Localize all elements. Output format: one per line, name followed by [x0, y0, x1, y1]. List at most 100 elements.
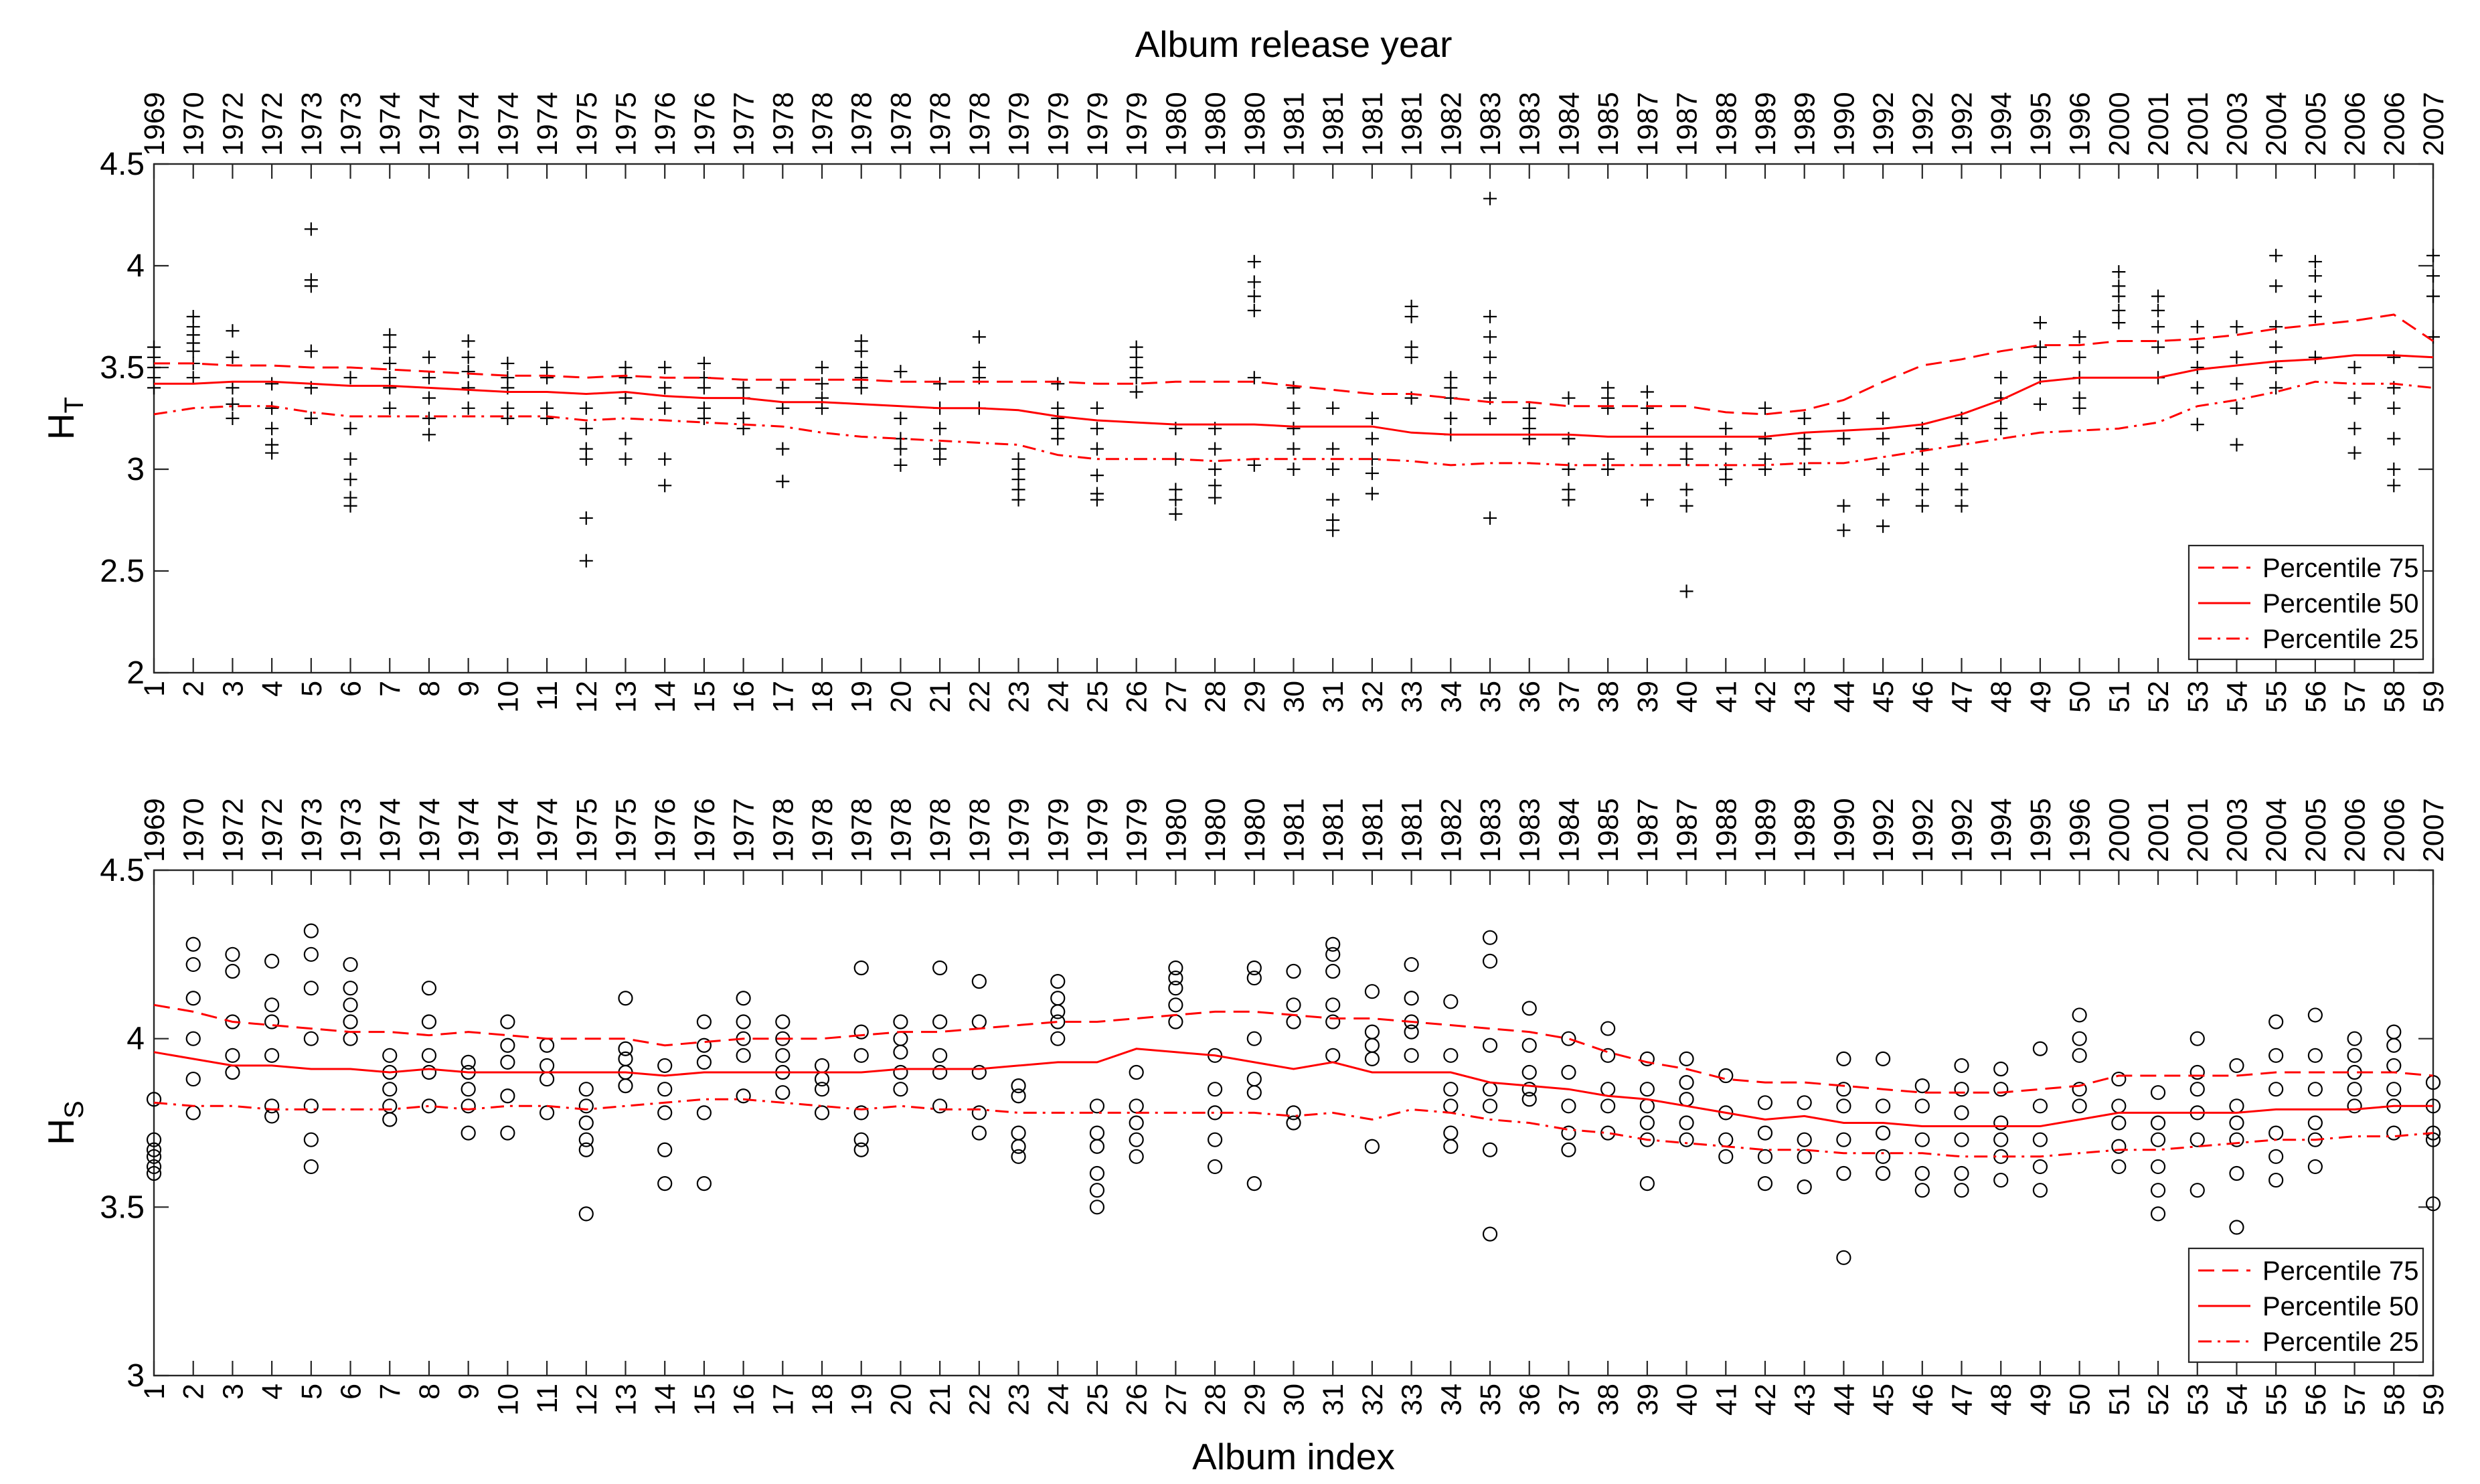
panel-bottom-plot-frame	[153, 869, 2434, 1377]
panel-bottom-circle-marker	[1364, 1024, 1380, 1040]
panel-bottom-circle-marker	[382, 1082, 398, 1097]
panel-bottom-circle-marker	[1954, 1058, 1969, 1074]
panel-bottom-circle-marker	[1404, 957, 1419, 973]
panel-top-plus-marker	[1994, 422, 2008, 436]
panel-top-xtick-label: 5	[296, 681, 328, 697]
panel-top-plus-marker	[1287, 422, 1301, 436]
panel-bottom-circle-marker	[461, 1098, 476, 1114]
panel-bottom-circle-marker	[1011, 1149, 1026, 1164]
panel-bottom-xtick-label: 40	[1671, 1384, 1704, 1416]
panel-bottom-xtick-label: 36	[1514, 1384, 1546, 1416]
panel-top-plus-marker	[1326, 463, 1340, 476]
panel-bottom-circle-marker	[1286, 1105, 1301, 1121]
panel-bottom-circle-marker	[1129, 1115, 1144, 1131]
panel-top-xtick-label: 7	[374, 681, 406, 697]
panel-bottom-circle-marker	[1757, 1095, 1773, 1110]
panel-top-plus-marker	[2190, 361, 2204, 374]
panel-top-plus-marker	[1247, 303, 1261, 317]
panel-bottom-circle-marker	[1089, 1183, 1105, 1198]
panel-bottom-circle-marker	[185, 1105, 201, 1121]
panel-top-xtick-label: 24	[1042, 681, 1074, 713]
panel-bottom-circle-marker	[1876, 1149, 1891, 1164]
panel-bottom-circle-marker	[932, 1098, 948, 1114]
panel-bottom-circle-marker	[618, 1078, 633, 1094]
panel-top-year-tick-label: 1992	[1868, 92, 1900, 156]
panel-bottom-circle-marker	[578, 1098, 594, 1114]
panel-bottom-circle-marker	[1364, 1038, 1380, 1053]
panel-top-y-axis-label: HT	[40, 397, 89, 440]
panel-top-plus-marker	[697, 356, 711, 370]
panel-bottom-xtick-label: 57	[2339, 1384, 2372, 1416]
panel-top-plus-marker	[2308, 269, 2322, 283]
panel-top-xtick-label: 15	[689, 681, 721, 713]
panel-top-plus-marker	[1129, 385, 1143, 399]
panel-top-plus-marker	[658, 381, 672, 395]
panel-top-plus-marker	[1483, 350, 1497, 364]
panel-top-plus-marker	[265, 446, 279, 460]
panel-top-year-tick-label: 2006	[2339, 92, 2372, 156]
panel-top-legend-label: Percentile 50	[2262, 589, 2418, 619]
panel-bottom-circle-marker	[1482, 1082, 1498, 1097]
panel-top-plus-marker	[579, 554, 593, 568]
panel-top-plus-marker	[1287, 442, 1301, 456]
panel-bottom-circle-marker	[2347, 1098, 2362, 1114]
panel-bottom-circle-marker	[1168, 960, 1183, 976]
panel-bottom-circle-marker	[1286, 1014, 1301, 1029]
panel-top-plus-marker	[186, 371, 200, 385]
panel-bottom-circle-marker	[421, 1014, 437, 1029]
panel-bottom-circle-marker	[303, 946, 319, 962]
panel-bottom-circle-marker	[1521, 1001, 1537, 1016]
panel-bottom-circle-marker	[1168, 981, 1183, 996]
panel-top-plus-marker	[2387, 479, 2401, 493]
panel-bottom-circle-marker	[1246, 1085, 1262, 1100]
panel-top-plus-marker	[1719, 442, 1733, 456]
panel-top-plus-marker	[1562, 493, 1576, 507]
panel-bottom-year-tick-label: 2007	[2418, 798, 2450, 862]
panel-top-xtick-label: 53	[2182, 681, 2214, 713]
panel-top-year-tick-label: 2003	[2221, 92, 2253, 156]
panel-bottom-circle-marker	[1639, 1115, 1655, 1131]
panel-bottom-xtick-label: 52	[2143, 1384, 2175, 1416]
panel-top-xtick-label: 44	[1828, 681, 1860, 713]
panel-bottom-circle-marker	[2072, 1082, 2087, 1097]
panel-top-xtick-label: 28	[1200, 681, 1232, 713]
panel-bottom-circle-marker	[1876, 1165, 1891, 1181]
panel-top-xtick-label: 21	[924, 681, 957, 713]
panel-bottom-circle-marker	[696, 1105, 712, 1121]
panel-bottom-circle-marker	[2150, 1206, 2166, 1222]
panel-bottom-circle-marker	[2307, 1115, 2323, 1131]
panel-top-plus-marker	[1129, 371, 1143, 385]
panel-bottom-circle-marker	[225, 1064, 240, 1080]
panel-bottom-circle-marker	[1876, 1098, 1891, 1114]
panel-bottom-circle-marker	[1286, 1115, 1301, 1131]
panel-bottom-circle-marker	[500, 1088, 515, 1104]
panel-top-plus-marker	[618, 452, 633, 466]
panel-bottom-legend-label: Percentile 25	[2262, 1327, 2418, 1357]
panel-bottom-circle-marker	[2111, 1098, 2127, 1114]
panel-top-plus-marker	[501, 412, 515, 425]
panel-bottom-circle-marker	[2307, 1007, 2323, 1023]
panel-bottom-circle-marker	[1600, 1021, 1616, 1036]
panel-bottom-circle-marker	[1993, 1061, 2009, 1077]
panel-bottom-xtick-label: 39	[1632, 1384, 1664, 1416]
panel-bottom-circle-marker	[1718, 1149, 1734, 1164]
panel-top-year-tick-label: 1970	[178, 92, 210, 156]
panel-bottom-circle-marker	[1639, 1132, 1655, 1147]
panel-top-xtick-label: 31	[1317, 681, 1349, 713]
panel-top-year-tick-label: 1976	[649, 92, 681, 156]
panel-bottom-circle-marker	[2229, 1058, 2244, 1074]
panel-top-plus-marker	[2347, 422, 2362, 436]
panel-bottom-circle-marker	[2111, 1159, 2127, 1175]
panel-bottom-year-tick-label: 1987	[1671, 798, 1704, 862]
panel-top-xtick-label: 2	[178, 681, 210, 697]
panel-bottom-circle-marker	[2189, 1031, 2205, 1046]
panel-bottom-year-tick-label: 1988	[1710, 798, 1742, 862]
panel-bottom-circle-marker	[1325, 997, 1341, 1013]
panel-top-xtick-label: 18	[807, 681, 839, 713]
panel-top-plus-marker	[1955, 483, 1969, 497]
panel-bottom-circle-marker	[500, 1014, 515, 1029]
panel-bottom-circle-marker	[2347, 1048, 2362, 1063]
panel-top-ytick-label: 4	[127, 248, 145, 284]
panel-top-plus-marker	[1955, 432, 1969, 446]
panel-bottom-circle-marker	[264, 997, 280, 1013]
